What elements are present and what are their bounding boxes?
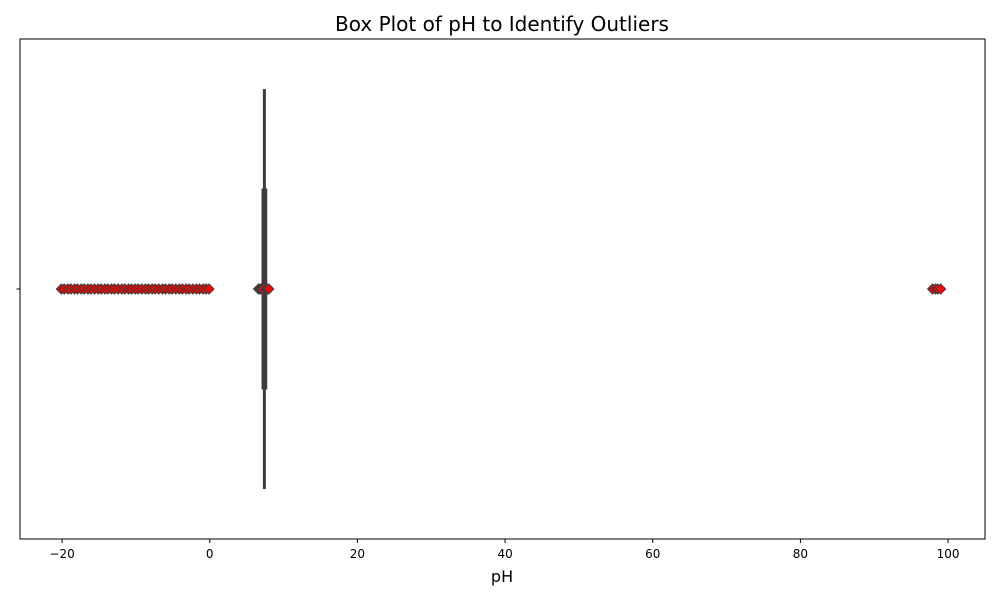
x-tick-label: 80 <box>793 547 808 561</box>
outlier-point <box>934 283 947 295</box>
x-tick-label: 100 <box>937 547 960 561</box>
x-tick-label: 40 <box>497 547 512 561</box>
x-tick-label: −20 <box>49 547 74 561</box>
outlier-point <box>203 283 215 295</box>
x-tick-label: 0 <box>206 547 214 561</box>
x-tick-label: 60 <box>645 547 660 561</box>
x-axis: −20 0 20 40 60 80 100 <box>49 539 960 561</box>
x-tick-label: 20 <box>350 547 365 561</box>
outlier-group <box>55 283 947 295</box>
outlier-point <box>263 283 275 295</box>
chart-title: Box Plot of pH to Identify Outliers <box>335 12 669 36</box>
x-axis-label: pH <box>491 567 513 586</box>
